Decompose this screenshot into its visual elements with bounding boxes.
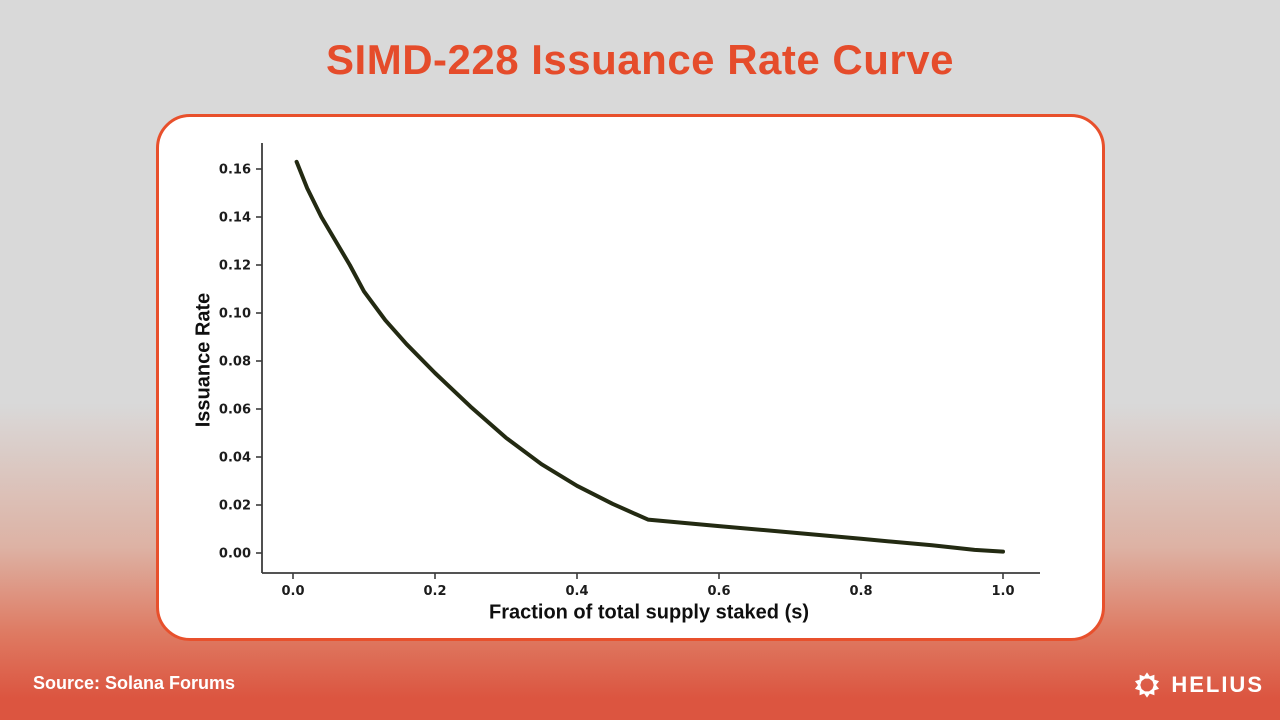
sunburst-ray [1139,674,1148,683]
sunburst-ray [1152,678,1160,688]
sunburst-rays [1135,672,1160,698]
x-tick-label: 0.4 [565,584,588,599]
y-tick-label: 0.00 [219,547,251,562]
source-attribution: Source: Solana Forums [33,673,236,693]
issuance-chart-svg: 0.0 0.2 0.4 0.6 0.8 1.0 0.00 0.02 0.04 0.06 0.08 0.… [219,143,1040,599]
y-tick-label: 0.02 [219,499,251,514]
helius-logo: HELIUS [1132,670,1264,700]
x-tick-label: 1.0 [991,584,1014,599]
x-axis-label: Fraction of total supply staked (s) [488,601,810,624]
issuance-rate-line [294,159,1005,554]
x-tick-label: 0.8 [849,584,872,599]
y-tick-label: 0.04 [219,451,251,466]
x-tick-label: 0.0 [281,584,304,599]
helius-sunburst-icon [1135,672,1160,698]
y-tick-label: 0.06 [219,403,251,418]
brand-wordmark: HELIUS [1171,672,1264,697]
x-tick-label: 0.6 [707,584,730,599]
y-tick-label: 0.10 [219,307,251,322]
y-tick-label: 0.12 [219,259,251,274]
sunburst-ray [1135,682,1143,692]
y-tick-label: 0.16 [219,163,251,178]
y-axis-label: Issuance Rate [192,292,215,428]
y-tick-label: 0.08 [219,355,251,370]
chart-card: 0.0 0.2 0.4 0.6 0.8 1.0 0.00 0.02 0.04 0.06 0.08 0.… [156,114,1105,641]
y-tick-label: 0.14 [219,211,251,226]
page-title: SIMD-228 Issuance Rate Curve [326,36,954,83]
x-tick-label: 0.2 [423,584,446,599]
